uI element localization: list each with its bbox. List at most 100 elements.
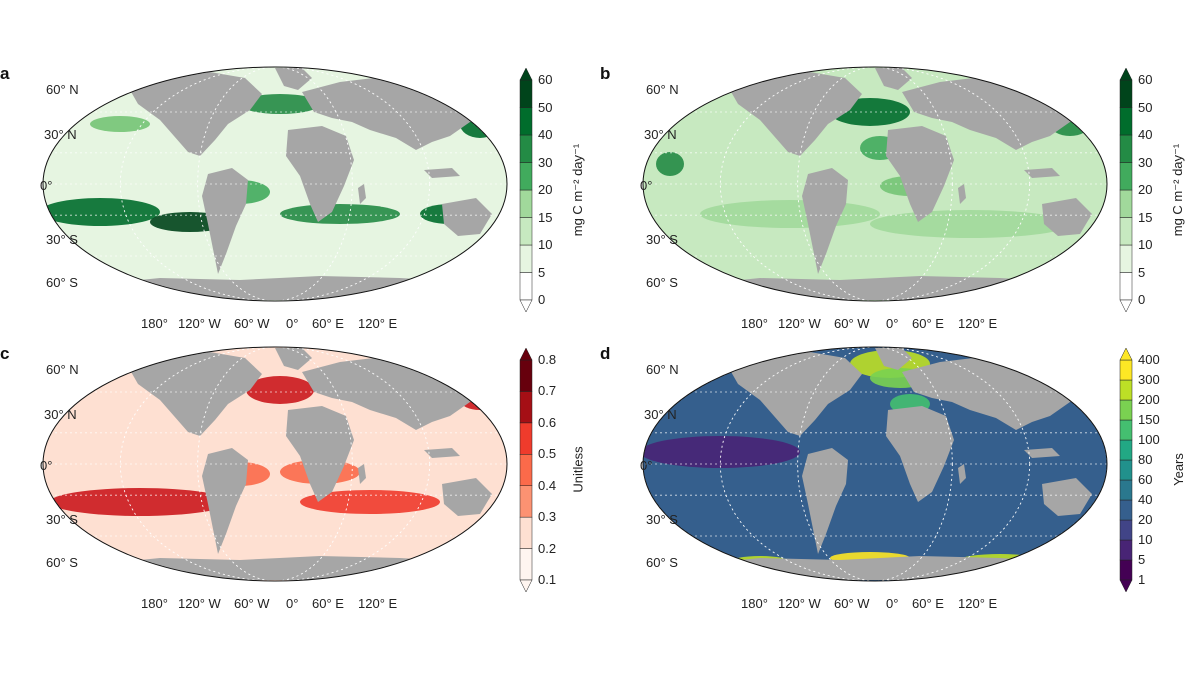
graticule-meridian	[119, 347, 431, 581]
latitude-label: 0°	[40, 458, 53, 473]
longitude-label: 60° E	[312, 596, 344, 611]
colorbar-extend-max	[519, 68, 533, 81]
colorbar-tick-label: 50	[538, 99, 553, 115]
colorbar-tick-label: 30	[538, 154, 553, 170]
colorbar-title: Unitless	[570, 446, 586, 493]
longitude-label: 120° E	[358, 596, 398, 611]
colorbar	[519, 348, 533, 593]
land-mass	[130, 352, 262, 436]
land-mass	[730, 72, 862, 156]
value-patch	[90, 116, 150, 132]
value-patch	[656, 152, 684, 176]
colorbar-segment	[1119, 499, 1133, 521]
land-mass	[802, 168, 848, 274]
value-patch	[700, 200, 880, 228]
colorbar-tick-label: 60	[1138, 72, 1153, 87]
colorbar-tick-label: 150	[1138, 412, 1160, 427]
longitude-label: 120° W	[178, 316, 221, 331]
longitude-label: 60° E	[912, 596, 944, 611]
land-mass	[275, 68, 312, 90]
colorbar-segment	[1119, 359, 1133, 381]
value-patch	[300, 490, 440, 514]
land-mass	[730, 352, 862, 436]
colorbar	[1119, 68, 1133, 313]
colorbar-tick-label: 40	[1138, 492, 1153, 507]
colorbar-tick-label: 0.7	[538, 383, 557, 399]
land-mass	[202, 448, 248, 554]
colorbar-segment	[519, 516, 533, 549]
colorbar-tick-label: 1	[1138, 572, 1146, 587]
colorbar-tick-label: 15	[538, 209, 553, 225]
land-mass	[875, 348, 912, 370]
land-mass	[358, 184, 366, 204]
longitude-label: 180°	[141, 316, 168, 331]
colorbar-segment	[519, 217, 533, 246]
panel-letter: a	[0, 64, 10, 83]
land-mass	[802, 448, 848, 554]
colorbar-segment	[1119, 539, 1133, 561]
colorbar-segment	[1119, 134, 1133, 163]
land-mass	[1042, 198, 1092, 236]
land-mass	[286, 406, 354, 502]
colorbar-segment	[1119, 459, 1133, 481]
land-mass	[958, 464, 966, 484]
land-mass	[275, 348, 312, 370]
graticule-meridian	[197, 67, 353, 301]
longitude-label: 0°	[886, 596, 899, 611]
colorbar-tick-label: 40	[1138, 127, 1153, 142]
value-patch	[43, 198, 160, 226]
land-mass	[1042, 478, 1092, 516]
graticule-meridian	[797, 67, 953, 301]
latitude-label: 0°	[40, 178, 53, 193]
colorbar-tick-label: 0	[538, 292, 546, 307]
colorbar-tick-label: 10	[1138, 237, 1153, 252]
colorbar-segment	[519, 134, 533, 163]
colorbar-tick-label: 20	[1138, 182, 1153, 197]
longitude-label: 120° E	[958, 596, 998, 611]
latitude-label: 30° S	[46, 232, 78, 247]
panel-c: c 60° N 30° N 0° 30° S 60° S 180° 120° W 60° W 0…	[0, 280, 600, 611]
value-patch	[240, 94, 320, 114]
latitude-label: 0°	[640, 178, 653, 193]
longitude-label: 60° W	[234, 316, 270, 331]
colorbar-segment	[519, 244, 533, 273]
longitude-label: 0°	[286, 316, 299, 331]
map	[642, 66, 1108, 302]
colorbar-tick-label: 0.4	[538, 477, 557, 493]
latitude-label: 0°	[640, 458, 653, 473]
colorbar-tick-label: 15	[1138, 209, 1153, 225]
land-mass	[680, 556, 1070, 580]
colorbar-segment	[519, 548, 533, 581]
colorbar-tick-label: 300	[1138, 372, 1160, 387]
longitude-label: 180°	[741, 316, 768, 331]
colorbar-extend-min	[1119, 579, 1133, 593]
map	[42, 346, 508, 582]
longitude-label: 180°	[741, 596, 768, 611]
colorbar-extend-min	[519, 579, 533, 593]
colorbar-segment	[1119, 559, 1133, 581]
latitude-label: 60° N	[46, 362, 79, 377]
colorbar-tick-label: 30	[1138, 154, 1153, 170]
latitude-label: 30° N	[44, 407, 77, 422]
colorbar-segment	[519, 422, 533, 455]
colorbar-tick-label: 0.3	[538, 509, 557, 525]
colorbar-extend-max	[519, 348, 533, 361]
longitude-label: 120° E	[958, 316, 998, 331]
colorbar-segment	[519, 189, 533, 218]
colorbar-segment	[1119, 379, 1133, 401]
panel-letter: c	[0, 344, 10, 363]
colorbar-title: mg C m⁻² day⁻¹	[570, 143, 586, 237]
colorbar-segment	[519, 359, 533, 392]
colorbar-segment	[1119, 519, 1133, 541]
land-mass	[424, 168, 460, 178]
colorbar-tick-label: 200	[1138, 392, 1160, 407]
latitude-label: 60° S	[646, 275, 678, 290]
colorbar-tick-label: 0.2	[538, 540, 557, 556]
value-patch	[246, 376, 314, 404]
value-patch	[280, 204, 400, 224]
colorbar-tick-label: 0.8	[538, 352, 557, 367]
latitude-label: 30° N	[44, 127, 77, 142]
colorbar-tick-label: 20	[538, 182, 553, 197]
colorbar-extend-max	[1119, 348, 1133, 361]
latitude-label: 60° N	[646, 362, 679, 377]
